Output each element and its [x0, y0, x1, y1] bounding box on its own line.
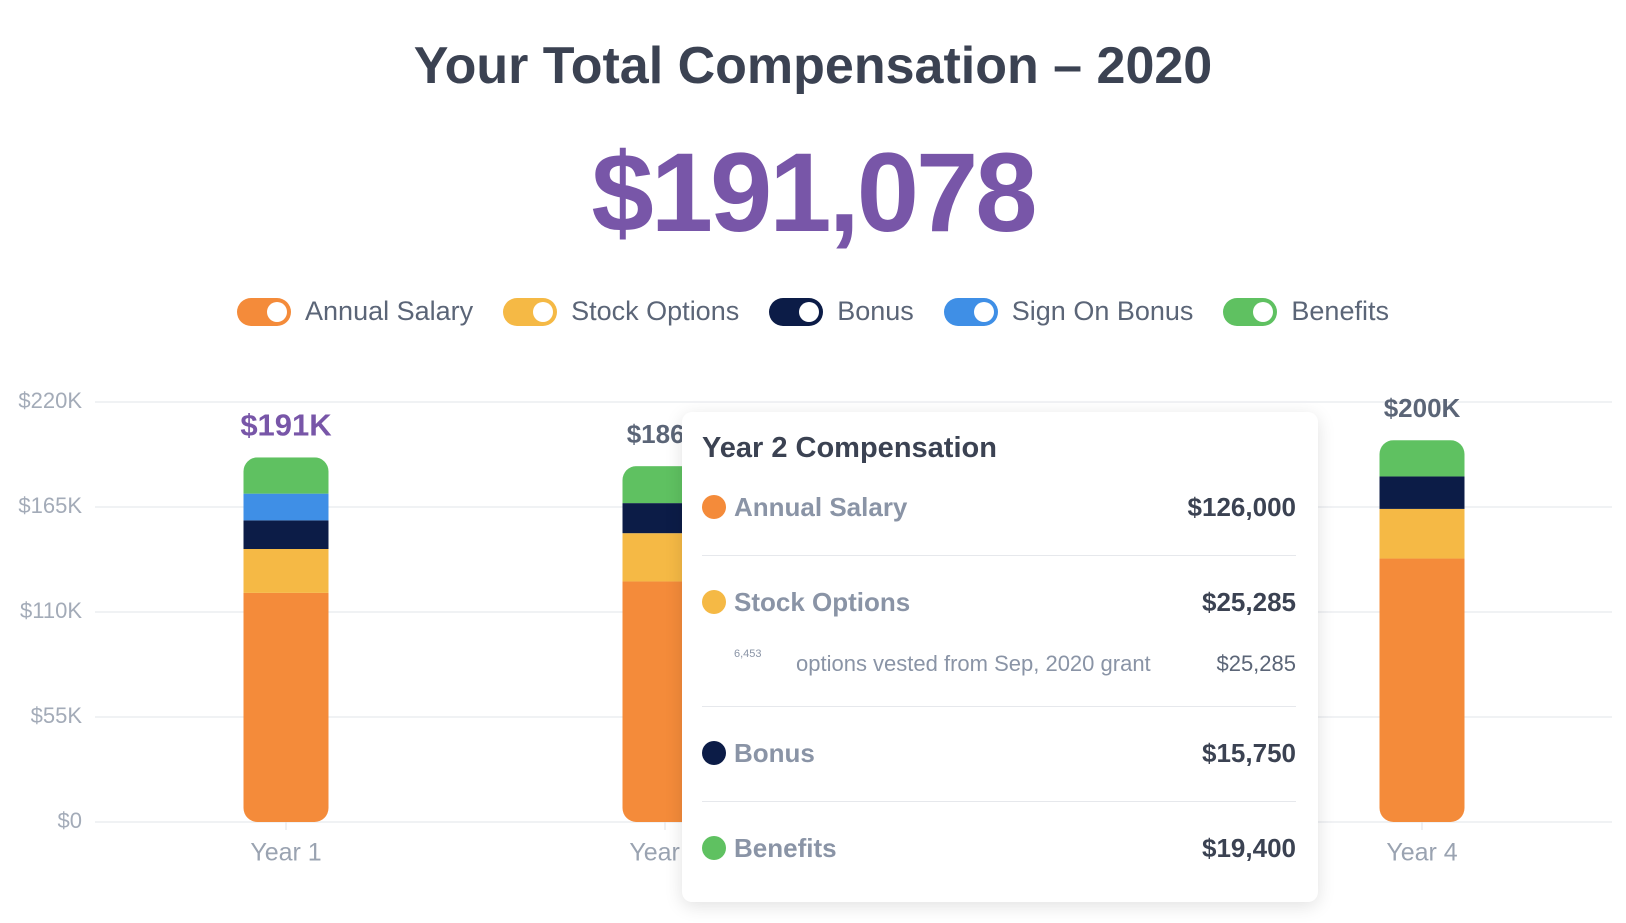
tooltip-detail: 6,453 options vested from Sep, 2020 grant… — [702, 640, 1296, 688]
legend-label: Bonus — [837, 296, 914, 326]
tooltip-value: $25,285 — [1202, 586, 1296, 617]
tooltip-rows: Annual Salary $126,000 Stock Options $25,28… — [702, 483, 1296, 872]
tooltip-name: Stock Options — [734, 586, 911, 617]
tooltip-value: $15,750 — [1202, 737, 1296, 768]
legend-label: Stock Options — [571, 296, 740, 326]
legend-toggle[interactable] — [943, 297, 998, 326]
bar-segment — [1379, 558, 1465, 822]
page-title: Your Total Compensation – 2020 — [413, 37, 1213, 95]
bar-segment — [243, 493, 329, 521]
legend-toggle[interactable] — [769, 297, 824, 326]
tooltip-dot — [702, 590, 726, 614]
y-tick-label: $165K — [18, 493, 82, 518]
tooltip-row: Stock Options $25,285 — [702, 578, 1296, 626]
legend-toggle[interactable] — [237, 297, 292, 326]
total-amount: $191,078 — [591, 130, 1037, 255]
tooltip-dot — [702, 495, 726, 519]
y-tick-label: $0 — [58, 808, 82, 833]
tooltip-dot — [702, 741, 726, 765]
bar-segment — [1379, 476, 1465, 509]
divider — [702, 706, 1296, 707]
bar-segment — [243, 457, 329, 494]
tooltip-value: $126,000 — [1187, 491, 1296, 522]
legend-item[interactable]: Benefits — [1223, 296, 1389, 327]
legend-toggle[interactable] — [503, 297, 558, 326]
tooltip-name: Annual Salary — [734, 491, 908, 522]
bar-stack — [1379, 440, 1465, 822]
legend-item[interactable]: Bonus — [769, 296, 914, 327]
y-tick-label: $55K — [31, 703, 83, 728]
tooltip-title: Year 2 Compensation — [702, 432, 997, 464]
divider — [702, 801, 1296, 802]
tooltip-name: Bonus — [734, 737, 815, 768]
bar-segment — [243, 592, 329, 822]
legend-label: Annual Salary — [305, 296, 474, 326]
tooltip-dot — [702, 836, 726, 860]
divider — [702, 555, 1296, 556]
y-tick-label: $110K — [20, 598, 82, 623]
legend-label: Benefits — [1291, 296, 1389, 326]
legend-item[interactable]: Sign On Bonus — [943, 296, 1194, 327]
tooltip-row: Benefits $19,400 — [702, 824, 1296, 872]
tooltip-row: Annual Salary $126,000 — [702, 483, 1296, 531]
bar-segment — [243, 520, 329, 549]
tooltip-value: $19,400 — [1202, 832, 1296, 863]
x-tick-label: Year 1 — [250, 839, 321, 867]
legend-toggle[interactable] — [1223, 297, 1278, 326]
tooltip-name: Benefits — [734, 832, 837, 863]
total-label: $191K — [240, 408, 332, 443]
tooltip-row: Bonus $15,750 — [702, 729, 1296, 777]
legend-item[interactable]: Stock Options — [503, 296, 739, 327]
x-tick-label: Year 4 — [1386, 839, 1457, 867]
total-label: $200K — [1384, 393, 1461, 423]
detail-count: 6,453 — [734, 648, 762, 660]
y-tick-label: $220K — [18, 388, 82, 413]
bar-stack — [243, 457, 329, 822]
legend-label: Sign On Bonus — [1011, 296, 1194, 326]
bar-segment — [1379, 508, 1465, 559]
bar-segment — [243, 549, 329, 593]
bar-segment — [1379, 440, 1465, 477]
detail-text: options vested from Sep, 2020 grant — [796, 651, 1151, 676]
legend-item[interactable]: Annual Salary — [237, 296, 473, 327]
detail-value: $25,285 — [1216, 651, 1296, 676]
tooltip: Year 2 Compensation Annual Salary $126,00… — [682, 412, 1318, 902]
legend: Annual Salary Stock Options Bonus Sign On B… — [0, 296, 1626, 327]
